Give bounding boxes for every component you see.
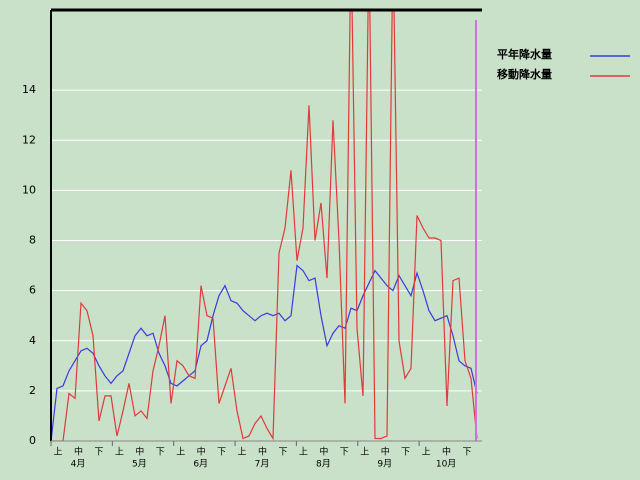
y-tick-label: 10 — [22, 183, 36, 196]
x-tick-label: 下 — [217, 448, 226, 458]
y-tick-label: 4 — [29, 334, 36, 347]
x-tick-label: 中 — [197, 446, 206, 458]
month-label: 7月 — [255, 459, 270, 470]
y-tick-label: 0 — [29, 434, 36, 447]
x-tick-label: 上 — [115, 447, 124, 458]
x-tick-label: 下 — [156, 448, 165, 458]
month-label: 8月 — [316, 459, 331, 470]
x-tick-label: 下 — [278, 448, 287, 458]
x-tick-label: 中 — [442, 446, 451, 458]
x-tick-label: 上 — [422, 447, 431, 458]
series-line — [51, 10, 478, 441]
legend-label: 平年降水量 — [497, 47, 552, 61]
x-tick-label: 上 — [360, 447, 369, 458]
x-tick-label: 下 — [462, 448, 471, 458]
month-label: 10月 — [436, 459, 456, 470]
month-label: 9月 — [377, 459, 392, 470]
y-tick-label: 2 — [29, 384, 36, 397]
x-tick-label: 中 — [74, 446, 83, 458]
x-tick-label: 下 — [401, 448, 410, 458]
x-tick-label: 中 — [381, 446, 390, 458]
month-label: 6月 — [193, 459, 208, 470]
x-tick-label: 上 — [238, 447, 247, 458]
y-tick-label: 12 — [22, 133, 36, 146]
x-tick-label: 中 — [135, 446, 144, 458]
x-tick-label: 上 — [53, 447, 62, 458]
x-tick-label: 上 — [299, 447, 308, 458]
x-tick-label: 中 — [319, 446, 328, 458]
x-tick-label: 下 — [94, 448, 103, 458]
y-tick-label: 8 — [29, 234, 36, 247]
series-line — [51, 264, 478, 441]
x-tick-label: 下 — [340, 448, 349, 458]
month-label: 4月 — [71, 459, 86, 470]
y-tick-label: 6 — [29, 284, 36, 297]
x-tick-label: 中 — [258, 446, 267, 458]
y-tick-label: 14 — [22, 83, 36, 96]
x-tick-label: 上 — [176, 447, 185, 458]
legend-label: 移動降水量 — [497, 67, 552, 81]
month-label: 5月 — [132, 459, 147, 470]
